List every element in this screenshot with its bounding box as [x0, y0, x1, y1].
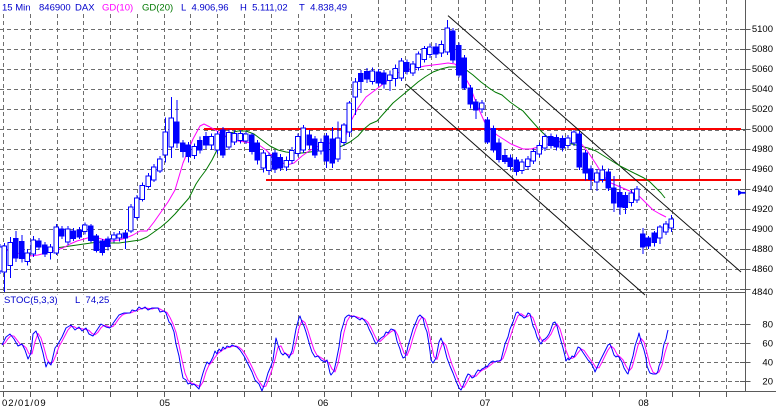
svg-text:GD(20): GD(20) [142, 2, 173, 13]
svg-text:08: 08 [638, 398, 649, 409]
svg-text:60: 60 [762, 339, 773, 350]
svg-text:5060: 5060 [752, 64, 773, 75]
svg-text:5040: 5040 [752, 84, 773, 95]
svg-text:06: 06 [318, 398, 329, 409]
svg-text:40: 40 [762, 358, 773, 369]
svg-text:5020: 5020 [752, 104, 773, 115]
svg-text:DAX: DAX [75, 2, 95, 13]
svg-text:80: 80 [762, 320, 773, 331]
svg-text:4860: 4860 [752, 264, 773, 275]
svg-text:4880: 4880 [752, 244, 773, 255]
svg-text:T 4.838,49: T 4.838,49 [299, 2, 347, 13]
svg-text:846900: 846900 [39, 2, 71, 13]
svg-text:H 5.111,02: H 5.111,02 [240, 2, 288, 13]
svg-text:L 4.906,96: L 4.906,96 [181, 2, 229, 13]
svg-text:5100: 5100 [752, 24, 773, 35]
svg-text:5000: 5000 [752, 124, 773, 135]
svg-text:5080: 5080 [752, 44, 773, 55]
svg-text:20: 20 [762, 377, 773, 388]
svg-text:02/01/09: 02/01/09 [2, 398, 47, 409]
svg-text:4840: 4840 [752, 287, 773, 298]
svg-text:4940: 4940 [752, 184, 773, 195]
svg-text:GD(10): GD(10) [102, 2, 133, 13]
svg-text:4980: 4980 [752, 144, 773, 155]
svg-text:4900: 4900 [752, 224, 773, 235]
svg-text:07: 07 [480, 398, 491, 409]
svg-text:L 74,25: L 74,25 [75, 295, 109, 306]
svg-text:STOC(5,3,3): STOC(5,3,3) [4, 295, 58, 306]
svg-text:15 Min: 15 Min [2, 2, 31, 13]
svg-text:4920: 4920 [752, 204, 773, 215]
svg-text:05: 05 [159, 398, 170, 409]
svg-text:4960: 4960 [752, 164, 773, 175]
